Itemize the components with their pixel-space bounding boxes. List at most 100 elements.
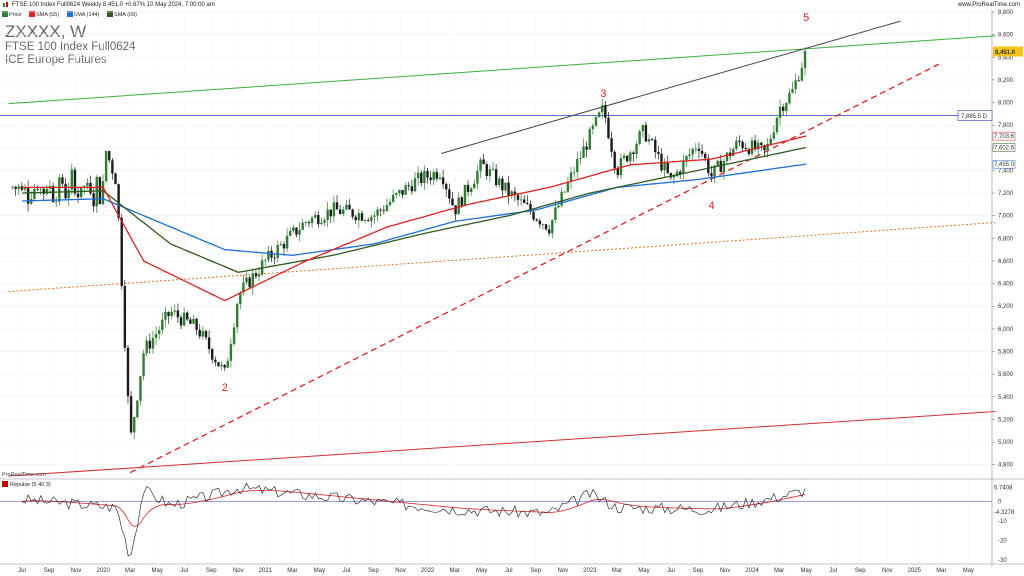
legend-item-sma89[interactable]: SMA (89): [107, 11, 137, 18]
y-tick-label: 8,000: [998, 101, 1014, 107]
candle-body: [688, 154, 691, 157]
indicator-tag: 5.7408: [994, 485, 1013, 491]
candle-body: [601, 105, 604, 113]
trendline: [8, 410, 996, 477]
candle-body: [781, 106, 785, 111]
candle-body: [753, 140, 757, 150]
sma-55-line: [22, 135, 807, 302]
chart-header: FTSE 100 Index Full0624 Weekly 8,451.0 +…: [0, 0, 1024, 10]
candle-body: [407, 185, 410, 187]
candle-body: [45, 188, 49, 194]
x-tick-label: May: [314, 568, 325, 574]
x-tick-label: Nov: [882, 568, 893, 574]
candle-body: [579, 157, 582, 159]
indicator-legend: Repulse (5 40 3): [2, 481, 51, 488]
candle-body: [304, 222, 308, 223]
candle-body: [363, 220, 367, 221]
x-tick-label: Nov: [233, 568, 244, 574]
candlestick-icon: [2, 2, 9, 8]
candle-body: [691, 148, 694, 155]
site-url[interactable]: www.ProRealTime.com: [957, 2, 1020, 8]
candle-body: [86, 182, 89, 186]
candle-body: [697, 148, 701, 151]
candle-body: [139, 376, 142, 401]
repulse-indicator: [0, 482, 992, 557]
candle-body: [161, 319, 164, 331]
candle-body: [42, 188, 45, 194]
candle-body: [694, 148, 698, 150]
candle-body: [70, 169, 74, 190]
repulse-signal-line: [21, 490, 806, 528]
candle-body: [722, 161, 726, 173]
legend-item-sma144[interactable]: SMA (144): [66, 11, 100, 18]
candle-body: [182, 312, 186, 326]
candle-body: [498, 178, 501, 186]
candle-body: [494, 169, 498, 186]
candle-body: [594, 117, 598, 126]
candle-body: [264, 259, 267, 261]
candle-body: [473, 183, 476, 189]
x-tick-label: 2023: [583, 568, 597, 574]
y-tick-label: 8,200: [998, 78, 1014, 84]
candle-body: [560, 192, 563, 206]
candle-body: [566, 182, 570, 192]
x-tick-label: Sep: [693, 568, 704, 574]
candle-body: [672, 176, 676, 178]
wave-labels: 2 3 4 5: [222, 12, 809, 394]
candle-body: [423, 171, 426, 184]
candle-body: [479, 159, 482, 171]
x-tick-label: May: [638, 568, 649, 574]
candle-body: [33, 188, 36, 200]
last-price-box: [993, 46, 1023, 57]
trendline: [440, 20, 901, 154]
candle-body: [223, 364, 226, 368]
candle-body: [750, 140, 754, 154]
x-tick-label: Jul: [18, 568, 26, 574]
candle-body: [111, 160, 114, 174]
candle-body: [95, 177, 98, 207]
candle-body: [379, 209, 382, 211]
candle-body: [388, 201, 392, 206]
candle-body: [744, 148, 747, 150]
y-tick-label: 7,200: [998, 191, 1014, 197]
candle-body: [532, 211, 535, 220]
candle-body: [669, 172, 673, 178]
candle-body: [410, 186, 414, 192]
candle-body: [76, 193, 80, 198]
candle-body: [164, 311, 167, 320]
candle-body: [11, 186, 14, 188]
candle-body: [329, 209, 332, 217]
candle-body: [445, 184, 448, 190]
candle-body: [245, 277, 248, 283]
candle-body: [635, 143, 638, 155]
candle-body: [117, 184, 120, 218]
exchange-name: ICE Europe Futures: [5, 54, 107, 66]
candle-body: [529, 204, 532, 212]
candle-body: [760, 142, 763, 146]
indicator-tag: -4.3278: [994, 510, 1015, 516]
candle-body: [501, 178, 504, 191]
candle-body: [142, 353, 145, 377]
candle-body: [794, 80, 797, 90]
legend-swatch: [29, 11, 36, 17]
y-tick-label: 8,800: [998, 10, 1014, 16]
candle-body: [367, 220, 370, 222]
legend-item-price[interactable]: Price: [2, 11, 22, 18]
legend-item-sma55[interactable]: SMA (55): [29, 11, 59, 18]
candle-body: [735, 140, 738, 149]
candle-body: [778, 106, 782, 118]
candle-body: [504, 182, 507, 191]
candle-body: [360, 213, 364, 221]
wave-label: 2: [222, 382, 228, 394]
candle-body: [538, 220, 542, 225]
chart-title: FTSE 100 Index Full0624 Weekly 8,451.0 +…: [12, 2, 215, 8]
x-tick-label: Sep: [530, 568, 541, 574]
candle-body: [176, 310, 180, 318]
candle-body: [232, 327, 236, 345]
candle-body: [198, 329, 201, 337]
price-grid: [0, 11, 992, 560]
candle-body: [629, 152, 632, 162]
price-tag-box: [992, 159, 1016, 169]
price-tag-label: 7,455.0: [994, 162, 1015, 168]
